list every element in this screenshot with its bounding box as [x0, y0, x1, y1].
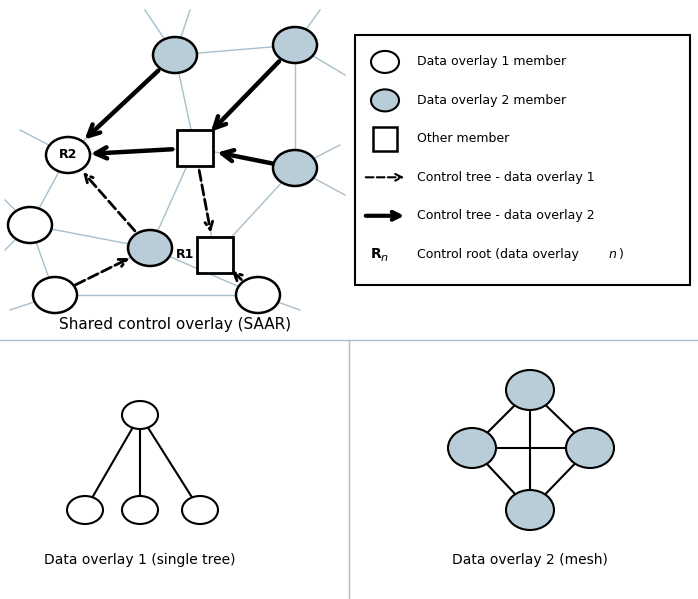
- Text: Other member: Other member: [417, 132, 510, 146]
- Ellipse shape: [371, 89, 399, 111]
- Ellipse shape: [273, 27, 317, 63]
- Ellipse shape: [128, 230, 172, 266]
- Ellipse shape: [67, 496, 103, 524]
- FancyBboxPatch shape: [373, 127, 397, 151]
- Ellipse shape: [8, 207, 52, 243]
- Text: Control root (data overlay: Control root (data overlay: [417, 248, 583, 261]
- Text: Data overlay 1 (single tree): Data overlay 1 (single tree): [44, 553, 236, 567]
- Text: Control tree - data overlay 2: Control tree - data overlay 2: [417, 209, 595, 222]
- Text: Control tree - data overlay 1: Control tree - data overlay 1: [417, 171, 595, 184]
- Ellipse shape: [46, 137, 90, 173]
- Ellipse shape: [566, 428, 614, 468]
- Text: R1: R1: [176, 249, 194, 262]
- Text: Data overlay 1 member: Data overlay 1 member: [417, 56, 566, 68]
- Ellipse shape: [273, 150, 317, 186]
- FancyBboxPatch shape: [177, 130, 213, 166]
- Ellipse shape: [506, 370, 554, 410]
- Ellipse shape: [153, 37, 197, 73]
- Ellipse shape: [182, 496, 218, 524]
- Ellipse shape: [506, 490, 554, 530]
- Text: Shared control overlay (SAAR): Shared control overlay (SAAR): [59, 317, 291, 332]
- Text: R: R: [371, 247, 382, 261]
- Text: ): ): [619, 248, 624, 261]
- FancyBboxPatch shape: [355, 35, 690, 285]
- Ellipse shape: [236, 277, 280, 313]
- Text: R2: R2: [59, 149, 77, 162]
- Text: Data overlay 2 (mesh): Data overlay 2 (mesh): [452, 553, 608, 567]
- Ellipse shape: [122, 496, 158, 524]
- Ellipse shape: [33, 277, 77, 313]
- FancyBboxPatch shape: [197, 237, 233, 273]
- Ellipse shape: [371, 51, 399, 73]
- Ellipse shape: [122, 401, 158, 429]
- Text: n: n: [381, 253, 388, 263]
- Text: Data overlay 2 member: Data overlay 2 member: [417, 94, 566, 107]
- Ellipse shape: [448, 428, 496, 468]
- Text: n: n: [609, 248, 617, 261]
